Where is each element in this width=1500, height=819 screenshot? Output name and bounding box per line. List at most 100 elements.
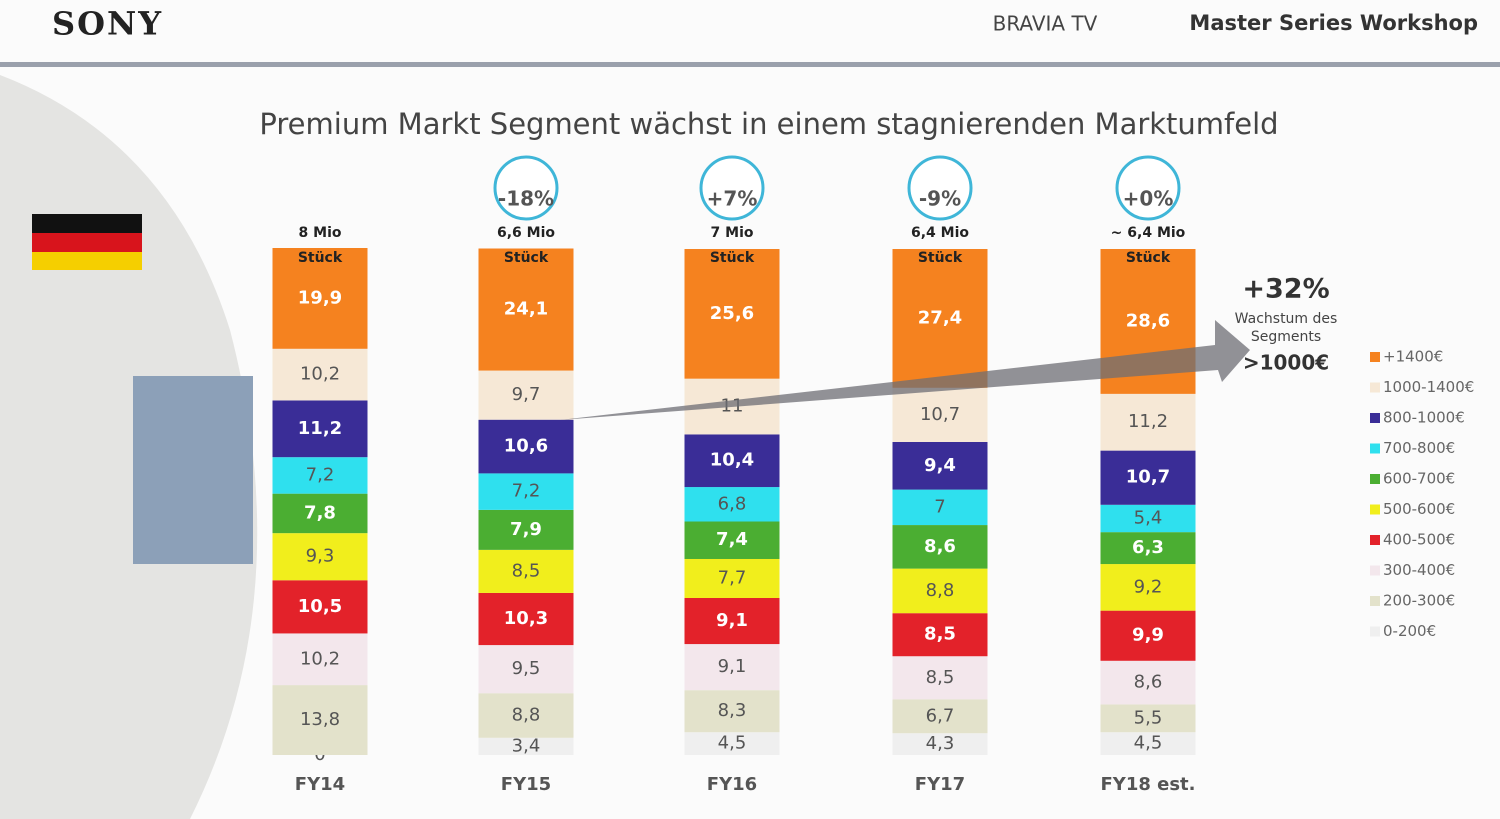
x-tick-label: FY14 xyxy=(295,774,345,795)
value-label: 3,4 xyxy=(512,735,541,756)
bar-segment xyxy=(1100,732,1196,755)
value-label: 5,4 xyxy=(1134,507,1163,528)
value-label: 7,8 xyxy=(304,502,336,523)
flag-gold xyxy=(32,252,142,270)
total-label: 6,6 Mio xyxy=(497,225,555,241)
legend-label: 600-700€ xyxy=(1383,470,1455,488)
bar-segment xyxy=(478,473,574,510)
bar-segment xyxy=(684,690,780,733)
bar-segment xyxy=(272,580,368,634)
change-label: +7% xyxy=(707,187,758,211)
event: Master Series Workshop xyxy=(1189,11,1478,35)
bar-segment xyxy=(1100,564,1196,611)
legend-swatch xyxy=(1370,382,1380,393)
bar-segment xyxy=(684,732,780,755)
total-label: 6,4 Mio xyxy=(911,225,969,241)
value-label: 11,2 xyxy=(298,418,342,439)
bar-segment xyxy=(1100,504,1196,533)
plot: 013,810,210,59,37,87,211,210,219,9FY148 … xyxy=(272,155,1474,795)
legend-swatch xyxy=(1370,352,1380,362)
value-label: 8,5 xyxy=(512,560,541,581)
value-label: 8,6 xyxy=(924,536,956,557)
flag-red xyxy=(32,233,142,252)
bar-segment xyxy=(272,493,368,534)
legend-label: 1000-1400€ xyxy=(1383,378,1474,396)
legend-label: 300-400€ xyxy=(1383,561,1455,579)
value-label: 6,7 xyxy=(926,705,955,726)
bar-segment xyxy=(272,457,368,494)
annotation-text: Wachstum des Segments xyxy=(1234,311,1338,345)
value-label: 25,6 xyxy=(710,303,754,324)
value-label: 9,7 xyxy=(512,384,541,405)
change-circle xyxy=(1115,155,1181,221)
product: BRAVIA TV xyxy=(993,12,1098,36)
bar-segment xyxy=(892,733,988,755)
bar-segment xyxy=(272,348,368,401)
value-label: 5,5 xyxy=(1134,707,1163,728)
value-label: 7,2 xyxy=(512,481,541,502)
bar-segment xyxy=(478,592,574,646)
change-circle xyxy=(699,155,765,221)
bar-segment xyxy=(892,613,988,657)
bar-segment xyxy=(1100,393,1196,451)
value-label: 4,5 xyxy=(1134,733,1163,754)
value-label: 8,5 xyxy=(926,667,955,688)
total-label: 8 Mio xyxy=(299,225,342,241)
bar-segment xyxy=(892,441,988,490)
chart-title: Premium Markt Segment wächst in einem st… xyxy=(259,107,1278,141)
change-circle xyxy=(493,155,559,221)
bar-segment xyxy=(1100,450,1196,505)
x-tick-label: FY17 xyxy=(915,774,965,795)
x-tick-label: FY15 xyxy=(501,774,551,795)
value-label: 10,2 xyxy=(300,364,340,385)
bar-segment xyxy=(478,419,574,474)
value-label: 10,4 xyxy=(710,450,754,471)
bar-segment xyxy=(1100,610,1196,661)
change-label: +0% xyxy=(1123,187,1174,211)
bar-segment xyxy=(892,699,988,734)
x-tick-label: FY18 est. xyxy=(1100,774,1195,795)
legend-swatch xyxy=(1370,474,1380,484)
value-label: 11,2 xyxy=(1128,411,1168,432)
value-label: 24,1 xyxy=(504,299,548,320)
bar-segment xyxy=(478,737,574,755)
annotation-value: +32% xyxy=(1242,274,1329,305)
bar-segment xyxy=(1100,704,1196,733)
value-label: 6,8 xyxy=(718,493,747,514)
bar-segment xyxy=(892,387,988,442)
bar-segment xyxy=(478,549,574,593)
value-label: 4,5 xyxy=(718,733,747,754)
legend-label: +1400€ xyxy=(1383,348,1443,366)
value-label: 28,6 xyxy=(1126,310,1170,331)
change-label: -9% xyxy=(919,187,961,211)
change-label: -18% xyxy=(498,187,554,211)
value-label: 9,2 xyxy=(1134,576,1163,597)
bar-segment xyxy=(684,597,780,645)
value-label: 7,9 xyxy=(510,519,542,540)
bar-segment xyxy=(478,693,574,738)
total-label: ~ 6,4 Mio xyxy=(1111,225,1186,241)
value-label: 10,2 xyxy=(300,648,340,669)
value-label: 6,3 xyxy=(1132,537,1164,558)
legend-swatch xyxy=(1370,626,1380,637)
flag-black xyxy=(32,214,142,233)
change-circle xyxy=(907,155,973,221)
x-tick-label: FY16 xyxy=(707,774,757,795)
value-label: 9,1 xyxy=(718,656,747,677)
unit-label: Stück xyxy=(504,250,549,266)
bar-segment xyxy=(892,249,988,388)
bar-segment xyxy=(684,434,780,488)
annotation-segment: >1000€ xyxy=(1243,351,1329,375)
bar-segment xyxy=(892,568,988,614)
bar-segment xyxy=(684,249,780,379)
growth-arrow xyxy=(560,320,1250,420)
bar-segment xyxy=(478,370,574,420)
bar-segment xyxy=(272,533,368,581)
bar-segment xyxy=(478,248,574,371)
value-label: 4,3 xyxy=(926,733,955,754)
value-label: 8,5 xyxy=(924,624,956,645)
legend-swatch xyxy=(1370,596,1380,606)
unit-label: Stück xyxy=(1126,250,1171,266)
bar-segment xyxy=(478,645,574,694)
legend-label: 500-600€ xyxy=(1383,500,1455,518)
